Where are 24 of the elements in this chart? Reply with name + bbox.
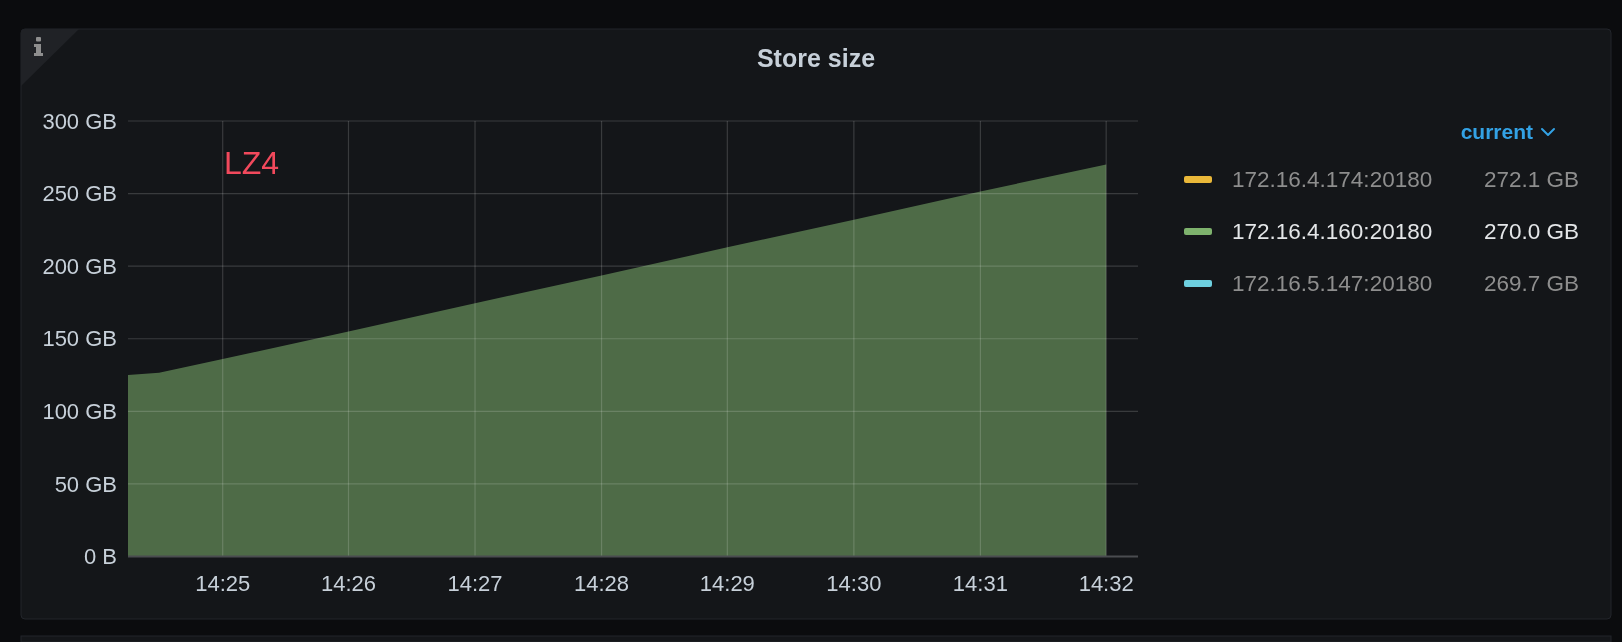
x-tick-label: 14:32 — [1078, 570, 1134, 596]
annotation: LZ4 — [224, 145, 280, 182]
x-tick-label: 14:30 — [826, 570, 882, 596]
y-tick-label: 300 GB — [42, 108, 117, 134]
x-tick-label: 14:25 — [195, 570, 251, 596]
legend-title: current — [1460, 120, 1533, 144]
legend-label: 172.16.4.174:20180 — [1232, 167, 1433, 193]
y-tick-label: 200 GB — [42, 253, 117, 279]
x-tick-label: 14:26 — [320, 570, 377, 596]
legend-label: 172.16.5.147:20180 — [1232, 271, 1433, 297]
text: 272.1 GB — [1483, 167, 1579, 193]
y-tick-label: 50 GB — [54, 471, 117, 497]
text: 270.0 GB — [1483, 219, 1579, 245]
x-tick-label: 14:28 — [574, 570, 630, 596]
y-tick-label: 0 B — [83, 544, 117, 570]
x-tick-label: 14:29 — [699, 570, 755, 596]
y-tick-label: 250 GB — [42, 181, 117, 207]
text: 269.7 GB — [1483, 271, 1579, 297]
y-tick-label: 100 GB — [42, 399, 117, 425]
x-tick-label: 14:27 — [447, 570, 503, 596]
y-tick-label: 150 GB — [42, 326, 117, 352]
legend-label: 172.16.4.160:20180 — [1232, 219, 1433, 245]
x-tick-label: 14:31 — [952, 570, 1008, 596]
chart-title: Store size — [756, 44, 876, 72]
